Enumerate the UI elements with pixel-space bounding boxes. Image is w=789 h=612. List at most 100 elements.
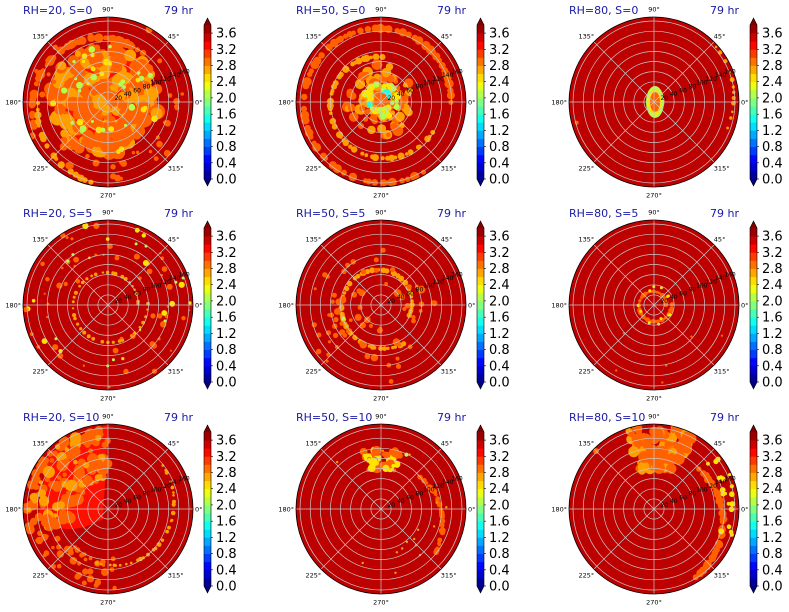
radius-tick-label: 60 bbox=[133, 290, 141, 297]
field-blob bbox=[651, 428, 664, 441]
colorbar-band bbox=[750, 89, 757, 99]
field-blob bbox=[79, 327, 83, 331]
field-blob bbox=[118, 563, 122, 567]
field-blob bbox=[380, 156, 385, 161]
colorbar: 0.0 0.40.81.21.6 2.02.42.83.23.6 bbox=[476, 424, 510, 595]
field-blob bbox=[74, 50, 81, 57]
angle-tick-label: 225° bbox=[33, 367, 49, 375]
colorbar-band bbox=[204, 317, 211, 326]
radius-tick-label: 160 bbox=[178, 68, 190, 75]
colorbar-band bbox=[204, 89, 211, 99]
field-blob bbox=[99, 138, 112, 151]
colorbar-tick-label: 2.8 bbox=[216, 59, 237, 74]
colorbar-band bbox=[204, 170, 211, 180]
colorbar-tick-label: 2.0 bbox=[216, 294, 237, 309]
field-blob bbox=[360, 151, 365, 156]
angle-tick-label: 225° bbox=[579, 367, 595, 375]
colorbar-tick-label: 0.4 bbox=[216, 359, 237, 374]
field-blob bbox=[51, 87, 59, 94]
field-blob bbox=[52, 502, 62, 512]
field-blob bbox=[713, 458, 719, 465]
field-blob bbox=[439, 529, 446, 536]
colorbar-band bbox=[204, 432, 211, 441]
colorbar: 0.0 0.40.81.21.6 2.02.42.83.23.6 bbox=[749, 220, 783, 391]
field-blob bbox=[354, 313, 362, 321]
radius-tick-label: 60 bbox=[133, 494, 141, 501]
colorbar-band bbox=[750, 97, 757, 107]
field-blob bbox=[637, 461, 650, 473]
field-blob bbox=[61, 87, 68, 94]
angular-grid-line bbox=[47, 304, 109, 366]
colorbar-band bbox=[204, 41, 211, 50]
field-blob bbox=[63, 281, 68, 287]
angular-grid-line bbox=[653, 508, 715, 570]
radius-tick-label: 140 bbox=[442, 479, 454, 486]
field-blob bbox=[720, 476, 726, 482]
field-blob bbox=[86, 334, 91, 339]
field-blob bbox=[71, 307, 75, 310]
field-blob bbox=[141, 233, 146, 238]
colorbar-band bbox=[477, 456, 484, 465]
field-blob bbox=[167, 525, 171, 530]
polar-outline bbox=[22, 16, 194, 188]
colorbar-tick-label: 1.6 bbox=[216, 311, 237, 326]
angular-grid-line bbox=[593, 448, 655, 510]
colorbar-band bbox=[204, 545, 211, 554]
field-blob bbox=[34, 512, 44, 522]
colorbar-extend-max bbox=[204, 425, 211, 432]
field-blob bbox=[731, 502, 735, 506]
colorbar-band bbox=[477, 488, 484, 498]
colorbar-band bbox=[750, 432, 757, 441]
field-blob bbox=[379, 112, 387, 120]
field-blob bbox=[331, 292, 337, 298]
colorbar-band bbox=[750, 122, 757, 131]
field-blob bbox=[308, 134, 314, 140]
field-blob bbox=[430, 130, 436, 135]
field-blob bbox=[128, 111, 141, 125]
polar-outline bbox=[568, 423, 740, 595]
panel-title: RH=20, S=10 bbox=[23, 411, 99, 424]
field-blob bbox=[368, 457, 378, 467]
angular-grid-line bbox=[380, 448, 442, 510]
field-blob bbox=[160, 256, 164, 261]
colorbar-band bbox=[204, 341, 211, 350]
colorbar-band bbox=[204, 365, 211, 375]
colorbar-band bbox=[477, 545, 484, 554]
field-blob bbox=[335, 308, 341, 314]
radius-tick-label: 60 bbox=[406, 290, 414, 297]
radius-tick-label: 140 bbox=[169, 479, 181, 486]
field-blob bbox=[143, 105, 148, 110]
colorbar-extend-max bbox=[477, 18, 484, 25]
field-blob bbox=[390, 267, 396, 273]
field-blob bbox=[404, 452, 409, 457]
field-blob bbox=[731, 110, 734, 114]
angular-grid-line bbox=[380, 41, 442, 103]
colorbar-band bbox=[204, 122, 211, 131]
field-blob bbox=[52, 76, 65, 89]
radius-tick-label: 40 bbox=[124, 498, 132, 505]
field-blob bbox=[84, 442, 91, 448]
field-blob bbox=[76, 322, 80, 326]
field-blob bbox=[69, 432, 82, 445]
angle-tick-label: 270° bbox=[100, 395, 116, 403]
field-blob bbox=[341, 296, 347, 301]
field-blob bbox=[348, 144, 353, 149]
field-blob bbox=[94, 426, 104, 435]
radius-tick-label: 60 bbox=[406, 494, 414, 501]
colorbar-band bbox=[750, 333, 757, 342]
field-blob bbox=[325, 359, 329, 363]
field-blob bbox=[345, 327, 351, 333]
angle-tick-label: 270° bbox=[100, 599, 116, 607]
field-blob bbox=[111, 271, 115, 275]
radius-tick-label: 60 bbox=[679, 290, 687, 297]
field-blob bbox=[35, 118, 42, 125]
colorbar-extend-min bbox=[477, 382, 484, 389]
angular-grid-line bbox=[593, 41, 655, 103]
colorbar-band bbox=[204, 25, 211, 34]
field-blob bbox=[395, 356, 400, 361]
field-blob bbox=[172, 494, 175, 497]
angle-tick-label: 90° bbox=[648, 209, 660, 217]
colorbar-tick-label: 3.2 bbox=[762, 43, 783, 58]
radius-tick-label: 140 bbox=[715, 275, 727, 282]
